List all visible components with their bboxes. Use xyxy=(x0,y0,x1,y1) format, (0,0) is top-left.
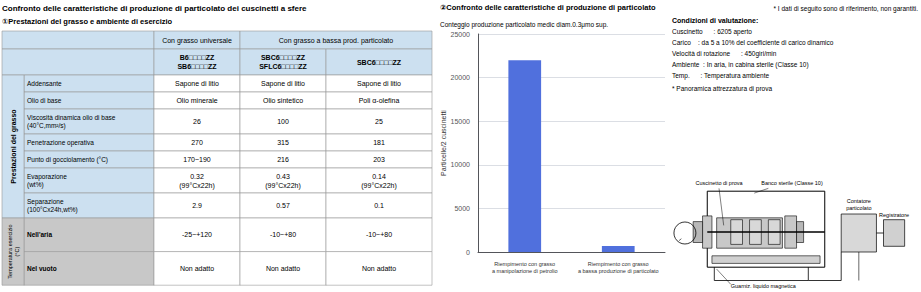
svg-text:Con grasso universale: Con grasso universale xyxy=(162,37,232,45)
svg-text:20000: 20000 xyxy=(451,74,471,81)
svg-text:26: 26 xyxy=(193,118,201,125)
svg-text:Con grasso a bassa prod. parti: Con grasso a bassa prod. particolato xyxy=(279,37,394,45)
svg-text:10000: 10000 xyxy=(451,161,471,168)
svg-text:Poli α-olefina: Poli α-olefina xyxy=(359,97,400,104)
svg-text:Penetrazione operativa: Penetrazione operativa xyxy=(27,139,94,147)
svg-text:Banco sterile (Classe 10): Banco sterile (Classe 10) xyxy=(761,180,823,186)
svg-text:Addensante: Addensante xyxy=(27,80,62,87)
svg-text:170~190: 170~190 xyxy=(183,156,211,163)
svg-text:Particelle/2 cuscinetti: Particelle/2 cuscinetti xyxy=(440,110,447,176)
svg-text:SFLC6□□□□ZZ: SFLC6□□□□ZZ xyxy=(259,63,307,70)
svg-text:(°C): (°C) xyxy=(14,247,20,257)
svg-text:Olio di base: Olio di base xyxy=(27,97,62,104)
svg-text:Sapone di litio: Sapone di litio xyxy=(175,80,219,88)
svg-text:Temperatura esercizio: Temperatura esercizio xyxy=(7,225,13,279)
svg-text:0.1: 0.1 xyxy=(374,202,384,209)
svg-text:SB6□□□□ZZ: SB6□□□□ZZ xyxy=(177,63,217,70)
svg-text:Evaporazione: Evaporazione xyxy=(27,173,67,181)
svg-text:Prestazioni del grasso: Prestazioni del grasso xyxy=(10,109,18,183)
svg-text:Velocità di rotazione : 4: Velocità di rotazione : 450giri/min xyxy=(672,50,777,58)
svg-text:203: 203 xyxy=(373,156,385,163)
svg-text:0.14: 0.14 xyxy=(372,173,386,180)
svg-text:Non adatto: Non adatto xyxy=(180,265,214,272)
svg-text:Nell'aria: Nell'aria xyxy=(27,231,52,238)
svg-text:0.32: 0.32 xyxy=(190,173,204,180)
svg-text:①Prestazioni del grasso e ambi: ①Prestazioni del grasso e ambiente di es… xyxy=(2,17,173,26)
svg-text:Sapone di litio: Sapone di litio xyxy=(261,80,305,88)
svg-text:0: 0 xyxy=(466,249,470,256)
svg-text:Riempimento con grasso: Riempimento con grasso xyxy=(494,261,555,267)
svg-text:* Panoramica attrezzatura di p: * Panoramica attrezzatura di prova xyxy=(672,85,772,93)
svg-text:Riempimento con grasso: Riempimento con grasso xyxy=(588,261,649,267)
svg-text:(40°C,mm²/s): (40°C,mm²/s) xyxy=(27,122,66,130)
svg-text:Registratore: Registratore xyxy=(879,212,909,218)
svg-text:0.57: 0.57 xyxy=(276,202,290,209)
svg-text:5000: 5000 xyxy=(454,205,470,212)
svg-text:Viscosità dinamica olio di bas: Viscosità dinamica olio di base xyxy=(27,114,116,121)
svg-text:Punto di gocciolamento (°C): Punto di gocciolamento (°C) xyxy=(27,156,108,164)
svg-text:Guarniz. liquido magnetica: Guarniz. liquido magnetica xyxy=(731,283,797,289)
svg-text:(100°Cx24h,wt%): (100°Cx24h,wt%) xyxy=(27,206,78,214)
svg-text:100: 100 xyxy=(277,118,289,125)
svg-text:(wt%): (wt%) xyxy=(27,181,44,189)
svg-text:Non adatto: Non adatto xyxy=(362,265,396,272)
svg-text:15000: 15000 xyxy=(451,118,471,125)
svg-text:Olio minerale: Olio minerale xyxy=(176,97,217,104)
svg-text:Conteggio produzione particola: Conteggio produzione particolato medic d… xyxy=(440,21,608,29)
svg-text:-10~+80: -10~+80 xyxy=(366,231,392,238)
svg-text:a bassa produzione di particol: a bassa produzione di particolato xyxy=(578,268,659,274)
svg-text:270: 270 xyxy=(191,139,203,146)
svg-text:2.9: 2.9 xyxy=(192,202,202,209)
svg-text:Non adatto: Non adatto xyxy=(266,265,300,272)
svg-text:315: 315 xyxy=(277,139,289,146)
svg-text:SBC6□□□□ZZ: SBC6□□□□ZZ xyxy=(261,54,306,61)
svg-text:SBC6□□□□ZZ: SBC6□□□□ZZ xyxy=(357,59,402,66)
svg-text:Contatore: Contatore xyxy=(847,198,871,204)
svg-text:25: 25 xyxy=(375,118,383,125)
svg-text:particolato: particolato xyxy=(846,205,871,211)
svg-text:Carico : da 5 a 10% del coe: Carico : da 5 a 10% del coefficiente di … xyxy=(672,39,834,46)
svg-text:Confronto delle caratteristich: Confronto delle caratteristiche di produ… xyxy=(2,4,307,13)
svg-text:B6□□□□ZZ: B6□□□□ZZ xyxy=(180,54,215,61)
svg-text:Nel vuoto: Nel vuoto xyxy=(27,265,57,272)
svg-text:181: 181 xyxy=(373,139,385,146)
svg-text:(99°Cx22h): (99°Cx22h) xyxy=(179,182,214,190)
svg-text:0.43: 0.43 xyxy=(276,173,290,180)
svg-text:* I dati di seguito sono di ri: * I dati di seguito sono di riferimento,… xyxy=(773,5,918,13)
svg-text:-25~+120: -25~+120 xyxy=(182,231,212,238)
svg-text:Olio sintetico: Olio sintetico xyxy=(263,97,303,104)
svg-text:Cuscinetto di prova: Cuscinetto di prova xyxy=(696,180,744,186)
svg-text:a manipolazione di petrolio: a manipolazione di petrolio xyxy=(492,268,557,274)
svg-text:Sapone di litio: Sapone di litio xyxy=(357,80,401,88)
svg-text:Cuscinetto : 6205 aperto: Cuscinetto : 6205 aperto xyxy=(672,28,752,36)
svg-text:216: 216 xyxy=(277,156,289,163)
svg-text:Ambiente : In aria, in cabina: Ambiente : In aria, in cabina sterile (C… xyxy=(672,61,809,69)
svg-text:②Confronto delle caratteristic: ②Confronto delle caratteristiche di prod… xyxy=(440,3,656,12)
svg-text:Separazione: Separazione xyxy=(27,198,64,206)
svg-text:25000: 25000 xyxy=(451,31,471,38)
svg-text:(99°Cx22h): (99°Cx22h) xyxy=(361,182,396,190)
svg-text:Temp. : Temperatura ambie: Temp. : Temperatura ambiente xyxy=(672,72,769,80)
svg-text:(99°Cx22h): (99°Cx22h) xyxy=(265,182,300,190)
svg-text:Condizioni di valutazione:: Condizioni di valutazione: xyxy=(672,17,758,24)
svg-text:-10~+80: -10~+80 xyxy=(270,231,296,238)
